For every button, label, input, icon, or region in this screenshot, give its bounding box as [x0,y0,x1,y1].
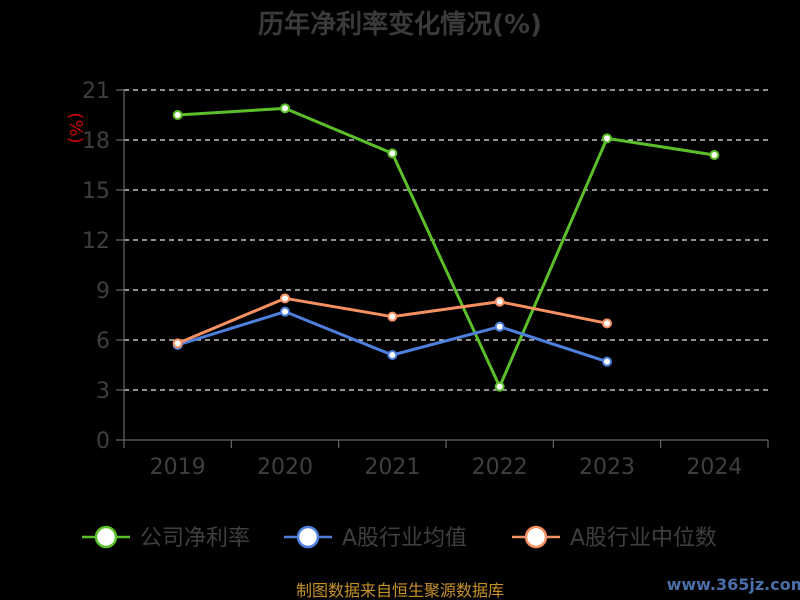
data-source-note: 制图数据来自恒生聚源数据库 [296,581,504,600]
axes [116,89,769,448]
data-point [709,150,720,160]
legend-item-2: A股行业中位数 [512,525,717,551]
series-0 [172,103,720,392]
series-group [172,103,720,392]
grid-lines [124,89,768,391]
data-point [494,321,505,332]
chart-title: 历年净利率变化情况(%) [258,9,542,40]
data-point [387,148,398,159]
y-tick-label: 21 [82,79,110,104]
y-tick-label: 12 [82,229,110,254]
data-point [602,318,612,329]
y-tick-label: 6 [96,329,110,354]
site-watermark: www.365jz.com [667,575,800,594]
y-tick-label: 3 [96,379,110,404]
x-tick-label: 2019 [150,455,206,480]
data-point [494,381,505,392]
legend: 公司净利率 A股行业均值 A股行业中位数 [82,525,717,551]
legend-label: A股行业中位数 [570,526,717,551]
data-point [280,293,290,304]
data-point [172,110,183,120]
x-tick-label: 2024 [686,455,742,480]
data-point [602,356,612,367]
y-tick-label: 9 [96,279,110,304]
y-tick-label: 0 [96,429,110,454]
legend-label: A股行业均值 [342,526,467,551]
x-tick-label: 2021 [364,455,420,480]
y-tick-label: 18 [82,129,110,154]
x-tick-label: 2022 [472,455,528,480]
data-point [172,338,183,349]
x-tick-label: 2020 [257,455,313,480]
x-tick-label: 2023 [579,455,635,480]
legend-swatch-marker [94,525,118,549]
series-2 [172,293,612,349]
data-point [387,350,398,360]
legend-item-1: A股行业均值 [284,525,467,551]
y-axis-unit-label: (%) [65,112,86,143]
data-point [387,311,398,322]
legend-swatch-marker [296,525,320,549]
x-tick-labels: 2019 2020 2021 2022 2023 2024 [150,455,743,480]
y-tick-label: 15 [82,179,110,204]
data-point [602,133,612,144]
data-point [280,103,290,114]
y-tick-labels: 0 3 6 9 12 15 18 21 [82,79,110,454]
data-point [280,306,290,317]
legend-item-0: 公司净利率 [82,525,250,551]
data-point [494,296,505,307]
series-line [177,106,715,389]
legend-swatch-marker [524,525,548,549]
legend-label: 公司净利率 [140,526,250,551]
